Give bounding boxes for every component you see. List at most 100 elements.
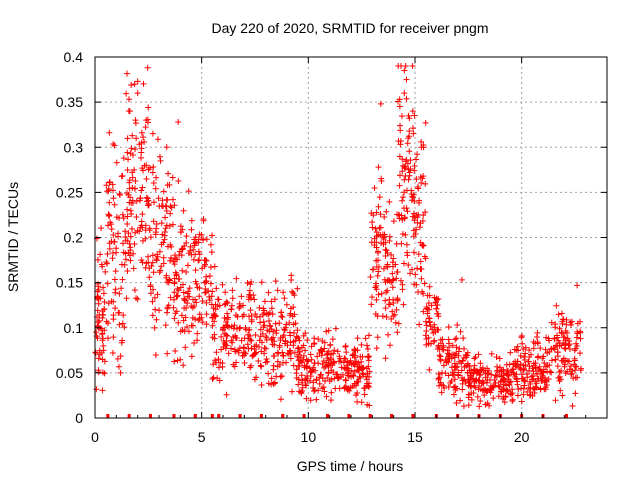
data-point bbox=[402, 231, 409, 238]
data-point bbox=[365, 353, 372, 360]
data-point bbox=[119, 276, 126, 283]
data-point bbox=[487, 389, 494, 396]
data-point bbox=[354, 398, 361, 405]
data-point bbox=[214, 303, 221, 310]
data-point bbox=[415, 211, 422, 218]
data-point bbox=[295, 363, 302, 370]
data-point bbox=[373, 296, 380, 303]
data-point bbox=[561, 363, 568, 370]
data-point bbox=[395, 320, 402, 327]
data-point bbox=[146, 225, 153, 232]
data-point bbox=[117, 369, 124, 376]
data-point bbox=[206, 293, 213, 300]
data-point bbox=[414, 151, 421, 158]
data-point bbox=[261, 298, 268, 305]
data-point bbox=[350, 373, 357, 380]
data-point bbox=[224, 299, 231, 306]
data-point bbox=[420, 308, 427, 315]
data-point bbox=[425, 340, 432, 347]
data-point bbox=[274, 363, 281, 370]
data-point bbox=[477, 371, 484, 378]
data-point bbox=[294, 285, 301, 292]
data-point bbox=[152, 229, 159, 236]
data-point bbox=[276, 344, 283, 351]
data-point bbox=[215, 296, 222, 303]
data-point bbox=[380, 265, 387, 272]
data-point bbox=[175, 319, 182, 326]
data-point bbox=[208, 293, 215, 300]
data-point bbox=[238, 293, 245, 300]
data-point bbox=[156, 248, 163, 255]
data-point bbox=[426, 319, 433, 326]
data-point bbox=[148, 263, 155, 270]
data-point bbox=[144, 195, 151, 202]
data-point bbox=[316, 380, 323, 387]
data-point bbox=[557, 387, 564, 394]
data-point bbox=[566, 346, 573, 353]
data-point bbox=[404, 252, 411, 259]
data-point bbox=[190, 256, 197, 263]
data-point bbox=[171, 279, 178, 286]
data-point bbox=[252, 310, 259, 317]
data-point bbox=[470, 366, 477, 373]
data-point bbox=[257, 362, 264, 369]
data-point bbox=[545, 335, 552, 342]
data-point bbox=[133, 295, 140, 302]
data-point bbox=[477, 398, 484, 405]
data-point bbox=[94, 256, 101, 263]
data-point bbox=[104, 280, 111, 287]
data-point bbox=[351, 368, 358, 375]
data-point bbox=[471, 355, 478, 362]
data-point bbox=[541, 374, 548, 381]
data-point bbox=[203, 321, 210, 328]
data-point bbox=[536, 363, 543, 370]
data-point bbox=[95, 367, 102, 374]
data-point bbox=[256, 313, 263, 320]
data-point bbox=[374, 272, 381, 279]
data-point bbox=[412, 271, 419, 278]
data-point bbox=[477, 386, 484, 393]
data-point bbox=[566, 358, 573, 365]
data-point bbox=[341, 365, 348, 372]
data-point bbox=[396, 182, 403, 189]
data-point bbox=[425, 300, 432, 307]
x-tick-label: 20 bbox=[514, 429, 530, 445]
data-point bbox=[140, 134, 147, 141]
data-point bbox=[517, 366, 524, 373]
data-point bbox=[113, 159, 120, 166]
data-point bbox=[150, 269, 157, 276]
data-point bbox=[470, 389, 477, 396]
data-point bbox=[472, 354, 479, 361]
data-point bbox=[209, 232, 216, 239]
data-point bbox=[468, 372, 475, 379]
data-point bbox=[196, 251, 203, 258]
data-point bbox=[383, 247, 390, 254]
data-point bbox=[507, 378, 514, 385]
data-point bbox=[518, 334, 525, 341]
data-point bbox=[200, 236, 207, 243]
data-point bbox=[106, 199, 113, 206]
data-point bbox=[106, 129, 113, 136]
data-point bbox=[108, 221, 115, 228]
data-point bbox=[461, 345, 468, 352]
data-point bbox=[518, 333, 525, 340]
data-point bbox=[173, 293, 180, 300]
data-point bbox=[171, 296, 178, 303]
data-point bbox=[355, 378, 362, 385]
data-point bbox=[379, 313, 386, 320]
data-point bbox=[164, 279, 171, 286]
data-point bbox=[116, 190, 123, 197]
data-point bbox=[203, 299, 210, 306]
y-tick-labels: 0 0.05 0.1 0.15 0.2 0.25 0.3 0.35 0.4 bbox=[56, 49, 83, 426]
data-point bbox=[393, 275, 400, 282]
data-point bbox=[153, 174, 160, 181]
data-point bbox=[98, 325, 105, 332]
data-point bbox=[127, 257, 134, 264]
data-point bbox=[93, 386, 100, 393]
data-point bbox=[565, 342, 572, 349]
data-point bbox=[279, 314, 286, 321]
data-point bbox=[179, 245, 186, 252]
data-point bbox=[537, 345, 544, 352]
data-point bbox=[488, 350, 495, 357]
data-point bbox=[119, 320, 126, 327]
